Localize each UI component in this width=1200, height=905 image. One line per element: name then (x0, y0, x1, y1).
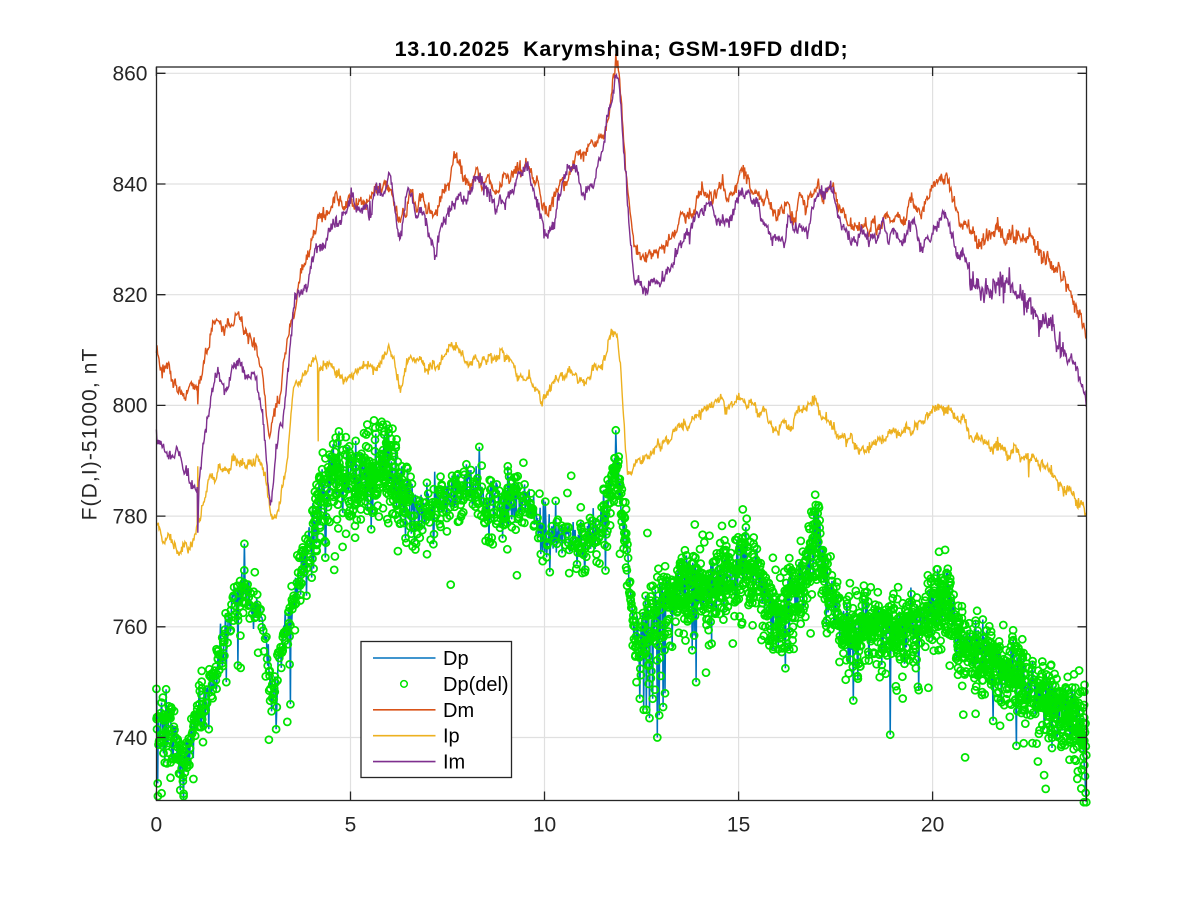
svg-text:13.10.2025 Karymshina; GSM-19: 13.10.2025 Karymshina; GSM-19FD dIdD; (395, 37, 849, 61)
svg-text:Dm: Dm (443, 700, 474, 722)
svg-text:15: 15 (727, 814, 750, 837)
svg-text:760: 760 (112, 616, 147, 639)
svg-text:F(D,I)-51000, nT: F(D,I)-51000, nT (79, 348, 102, 521)
svg-text:Im: Im (443, 752, 465, 774)
svg-text:780: 780 (112, 505, 147, 528)
svg-text:800: 800 (112, 395, 147, 418)
svg-text:Ip: Ip (443, 726, 460, 748)
svg-text:0: 0 (151, 814, 163, 837)
svg-text:20: 20 (921, 814, 944, 837)
svg-text:5: 5 (345, 814, 357, 837)
svg-text:Dp: Dp (443, 648, 469, 670)
svg-text:Dp(del): Dp(del) (443, 674, 509, 696)
svg-text:740: 740 (112, 727, 147, 750)
svg-text:820: 820 (112, 284, 147, 307)
svg-text:10: 10 (533, 814, 556, 837)
svg-text:840: 840 (112, 173, 147, 196)
svg-text:860: 860 (112, 63, 147, 86)
